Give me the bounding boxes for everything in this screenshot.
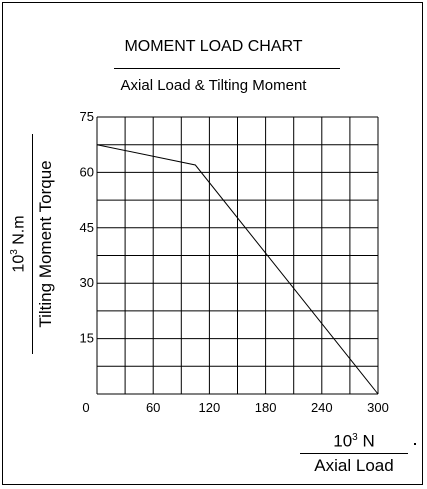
- series-layer: [96, 144, 379, 395]
- series-line-0: [96, 144, 379, 395]
- y-tick-label-3: 60: [80, 164, 94, 179]
- x-tick-label-5: 300: [367, 400, 389, 415]
- x-unit-rest: N: [357, 431, 375, 451]
- chart-subtitle: Axial Load & Tilting Moment: [120, 77, 307, 94]
- x-axis-unit: 103 N: [300, 428, 408, 454]
- y-tick-label-2: 45: [80, 220, 94, 235]
- y-tick-label-4: 75: [80, 109, 94, 124]
- chart-title: MOMENT LOAD CHART: [124, 38, 303, 55]
- y-tick-labels: 15 30 45 60 75: [80, 109, 94, 346]
- x-axis-label: 103 N Axial Load: [300, 428, 408, 477]
- chart-frame: [2, 2, 423, 485]
- y-tick-label-1: 30: [80, 275, 94, 290]
- grid: [96, 116, 379, 395]
- x-tick-label-4: 240: [311, 400, 333, 415]
- x-tick-labels: 0 60 120 180 240 300: [82, 400, 388, 415]
- axis-end-dot: [414, 443, 416, 445]
- x-tick-label-2: 120: [199, 400, 221, 415]
- title-divider: [114, 68, 340, 69]
- x-axis-title: Axial Load: [314, 455, 394, 475]
- x-unit-exponent: 3: [352, 432, 358, 443]
- y-tick-label-0: 15: [80, 331, 94, 346]
- x-tick-label-1: 60: [146, 400, 160, 415]
- x-tick-label-3: 180: [255, 400, 277, 415]
- x-unit-base: 10: [333, 431, 353, 451]
- x-tick-label-0: 0: [82, 400, 89, 415]
